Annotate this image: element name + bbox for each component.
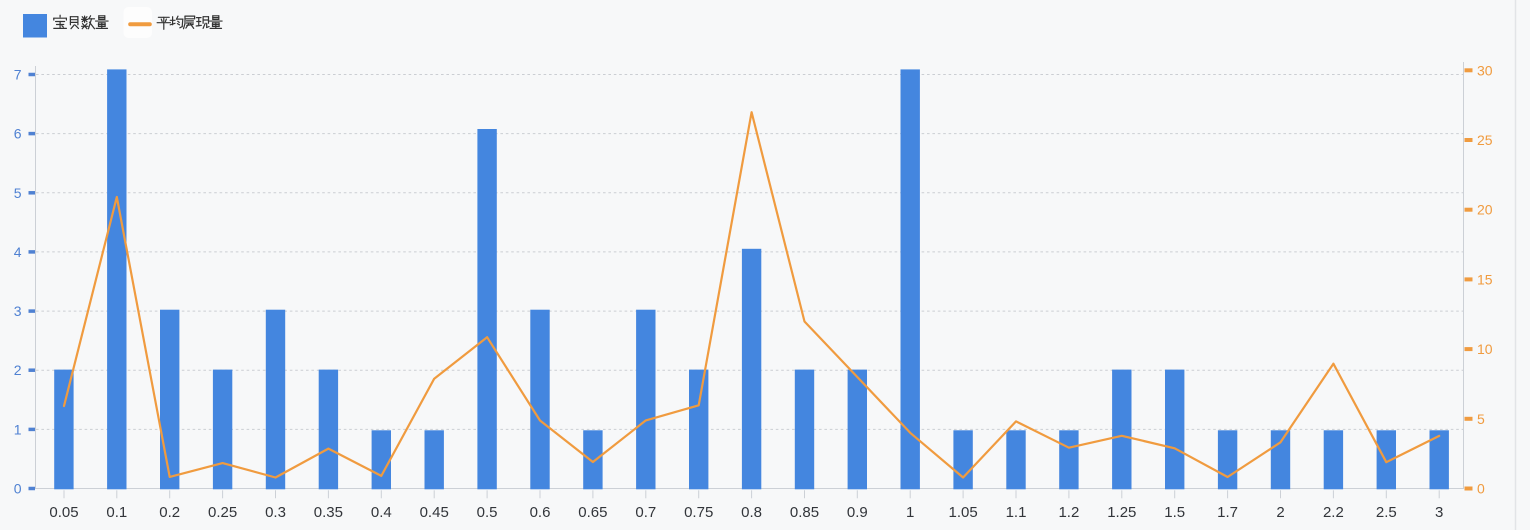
svg-text:0: 0 [1477, 481, 1485, 497]
svg-text:3: 3 [14, 303, 22, 319]
svg-text:0.8: 0.8 [741, 504, 762, 521]
svg-text:1.1: 1.1 [1006, 504, 1027, 521]
svg-text:0.4: 0.4 [371, 504, 392, 521]
svg-text:0.45: 0.45 [420, 504, 449, 521]
svg-text:0.65: 0.65 [578, 504, 607, 521]
svg-text:1.25: 1.25 [1107, 504, 1136, 521]
svg-text:7: 7 [14, 67, 22, 83]
svg-text:1.05: 1.05 [948, 504, 977, 521]
svg-text:0.25: 0.25 [208, 504, 237, 521]
svg-text:0: 0 [14, 481, 22, 497]
svg-text:0.2: 0.2 [159, 504, 180, 521]
svg-text:2: 2 [14, 362, 22, 378]
svg-text:0.1: 0.1 [106, 504, 127, 521]
svg-text:0.6: 0.6 [530, 504, 551, 521]
svg-text:5: 5 [1477, 411, 1485, 427]
svg-text:0.05: 0.05 [49, 504, 78, 521]
svg-text:0.3: 0.3 [265, 504, 286, 521]
svg-text:4: 4 [14, 244, 22, 260]
svg-text:1.7: 1.7 [1217, 504, 1238, 521]
svg-text:30: 30 [1477, 62, 1493, 78]
svg-text:1: 1 [906, 504, 914, 521]
svg-text:1: 1 [14, 421, 22, 437]
svg-text:2.2: 2.2 [1323, 504, 1344, 521]
svg-text:0.9: 0.9 [847, 504, 868, 521]
svg-text:25: 25 [1477, 132, 1493, 148]
svg-text:3: 3 [1435, 504, 1443, 521]
svg-text:0.85: 0.85 [790, 504, 819, 521]
svg-text:2.5: 2.5 [1376, 504, 1397, 521]
svg-text:6: 6 [14, 126, 22, 142]
svg-text:1.2: 1.2 [1058, 504, 1079, 521]
svg-text:0.75: 0.75 [684, 504, 713, 521]
svg-text:0.35: 0.35 [314, 504, 343, 521]
svg-text:0.5: 0.5 [477, 504, 498, 521]
svg-text:2: 2 [1276, 504, 1284, 521]
svg-text:1.5: 1.5 [1164, 504, 1185, 521]
svg-text:10: 10 [1477, 341, 1493, 357]
svg-text:0.7: 0.7 [635, 504, 656, 521]
svg-text:5: 5 [14, 185, 22, 201]
svg-text:15: 15 [1477, 271, 1493, 287]
svg-text:20: 20 [1477, 202, 1493, 218]
